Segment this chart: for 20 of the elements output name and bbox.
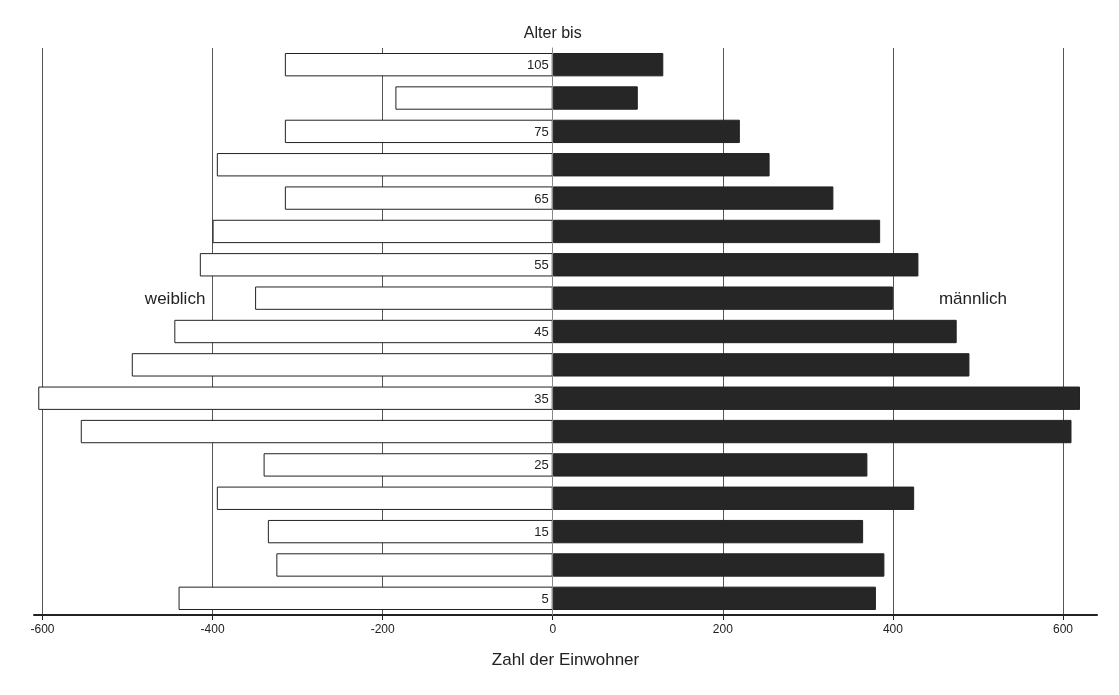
y-tick-label: 55: [534, 257, 549, 273]
x-tick-label: -600: [30, 622, 55, 636]
y-tick-label: 5: [541, 590, 549, 606]
y-tick-label: 65: [534, 190, 549, 206]
y-tick-label: 25: [534, 457, 549, 473]
y-tick-label: 45: [534, 324, 549, 339]
y-tick-label: 15: [534, 524, 549, 540]
x-tick-label: 400: [882, 622, 904, 636]
x-tick-label: 600: [1052, 622, 1074, 636]
x-tick-label: 0: [549, 622, 557, 636]
y-tick-label: 105: [527, 57, 549, 73]
x-tick-label: -200: [370, 622, 395, 636]
y-axis-title: Alter bis: [523, 23, 582, 41]
x-axis-title: Zahl der Einwohner: [491, 650, 640, 669]
y-tick-label: 35: [534, 390, 549, 406]
series-label: weiblich: [143, 288, 206, 308]
series-label: männlich: [938, 288, 1007, 308]
x-tick-label: -400: [200, 622, 225, 636]
y-tick-label: 75: [534, 123, 549, 139]
x-tick-label: 200: [712, 622, 734, 636]
